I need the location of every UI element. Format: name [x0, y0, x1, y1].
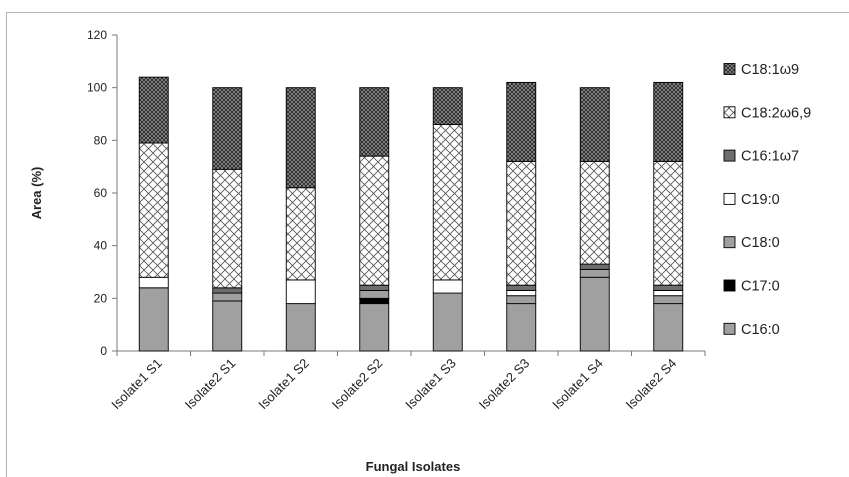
bar-segment [285, 303, 316, 352]
legend-label: C17:0 [741, 279, 780, 295]
bar-segment [138, 76, 169, 144]
bar-segment [653, 81, 684, 162]
legend-label: C18:0 [741, 235, 780, 251]
bar-segment [359, 303, 390, 352]
bar-segment [653, 160, 684, 286]
y-tick-label: 120 [87, 28, 107, 42]
bar-segment [359, 87, 390, 157]
bar-segment [506, 284, 537, 291]
bar-segment [432, 124, 463, 281]
bar-segment [653, 284, 684, 291]
x-tick-label: Isolate1 S1 [108, 356, 165, 413]
bar-segment [506, 160, 537, 286]
bar-segment [359, 289, 390, 299]
legend-swatch [723, 279, 736, 292]
x-tick-label: Isolate1 S3 [402, 356, 459, 413]
bar-segment [653, 295, 684, 305]
bar-segment [506, 81, 537, 162]
y-tick-label: 100 [87, 81, 107, 95]
legend-label: C19:0 [741, 192, 780, 208]
y-tick-label: 80 [94, 133, 108, 147]
legend-label: C18:1ω9 [741, 62, 799, 78]
bar-segment [432, 87, 463, 125]
bar-segment [212, 168, 243, 289]
x-tick-label: Isolate2 S2 [329, 356, 386, 413]
bar-segment [506, 295, 537, 305]
legend-swatch [723, 63, 736, 75]
chart-frame [6, 12, 849, 477]
y-axis-title: Area (%) [29, 167, 44, 220]
bar-segment [359, 284, 390, 291]
bar-segment [212, 87, 243, 170]
x-tick-label: Isolate1 S4 [549, 356, 606, 413]
x-tick-label: Isolate1 S2 [255, 356, 312, 413]
legend-swatch [723, 236, 736, 249]
legend-swatch [723, 106, 736, 119]
legend-label: C18:2ω6,9 [741, 105, 811, 121]
bar-segment [506, 303, 537, 352]
x-axis-title: Fungal Isolates [366, 459, 461, 474]
bar-segment [579, 160, 610, 265]
bar-segment [212, 300, 243, 352]
legend-label: C16:0 [741, 322, 780, 338]
y-tick-label: 0 [100, 344, 107, 358]
legend-swatch [723, 192, 736, 205]
bar-segment [285, 187, 316, 281]
bar-segment [653, 303, 684, 352]
x-tick-label: Isolate2 S4 [623, 356, 680, 413]
legend-swatch [723, 149, 736, 162]
bar-segment [285, 279, 316, 305]
bar-segment [285, 87, 316, 189]
bar-segment [653, 289, 684, 297]
y-tick-label: 40 [94, 239, 108, 253]
y-tick-label: 20 [94, 291, 108, 305]
y-tick-label: 60 [94, 186, 108, 200]
bar-segment [212, 287, 243, 294]
bar-segment [579, 263, 610, 270]
bar-segment [432, 292, 463, 352]
bar-segment [212, 292, 243, 302]
legend-label: C16:1ω7 [741, 149, 799, 165]
bar-segment [432, 279, 463, 294]
bar-segment [138, 287, 169, 352]
bar-segment [359, 155, 390, 286]
bar-segment [579, 268, 610, 278]
bar-segment [138, 142, 169, 278]
bar-segment [359, 297, 390, 305]
bar-segment [579, 276, 610, 352]
bar-segment [138, 276, 169, 289]
legend-swatch [723, 322, 736, 335]
x-tick-label: Isolate2 S1 [182, 356, 239, 413]
bar-segment [506, 289, 537, 297]
x-tick-label: Isolate2 S3 [476, 356, 533, 413]
bar-segment [579, 87, 610, 162]
